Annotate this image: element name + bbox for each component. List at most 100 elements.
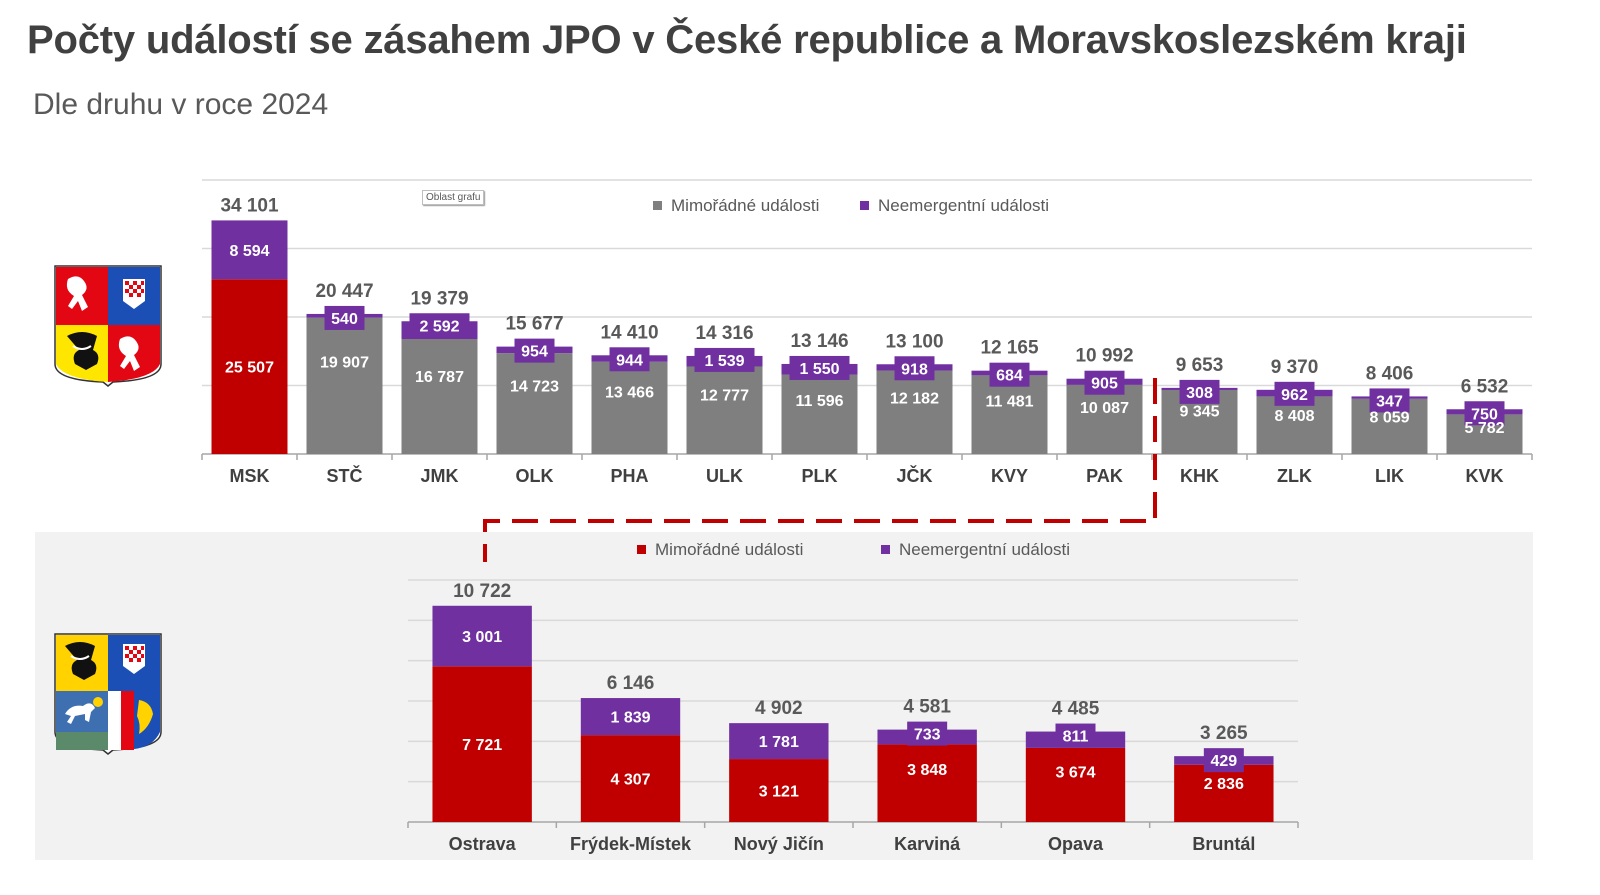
category-label: STČ: [327, 465, 363, 486]
category-label: OLK: [516, 466, 554, 486]
bar-segment-emergency: [580, 735, 681, 822]
bar-segment-emergency: [729, 759, 829, 822]
non-emergency-value-label: 962: [1281, 387, 1308, 404]
legend-swatch: [637, 545, 646, 554]
legend-label: Mimořádné události: [655, 540, 803, 559]
non-emergency-label-box: [1369, 388, 1410, 413]
non-emergency-value-label: 308: [1186, 385, 1213, 402]
emergency-value-label: 8 408: [1274, 408, 1314, 425]
emergency-value-label: 3 121: [759, 784, 799, 801]
non-emergency-label-box: [1055, 723, 1096, 748]
legend-label: Neemergentní události: [899, 540, 1070, 559]
total-value-label: 13 100: [885, 331, 943, 352]
category-label: Ostrava: [449, 834, 517, 854]
non-emergency-label-box: [1464, 401, 1505, 426]
page-subtitle: Dle druhu v roce 2024: [33, 88, 329, 121]
bar-segment-emergency: [211, 279, 288, 454]
bar-segment-emergency: [781, 374, 858, 454]
emergency-value-label: 7 721: [462, 737, 502, 754]
non-emergency-label-box: [514, 338, 555, 363]
bar-segment-emergency: [591, 361, 668, 454]
non-emergency-label-box: [1203, 748, 1244, 773]
page-title: Počty událostí se zásahem JPO v České re…: [27, 18, 1467, 62]
legend-label: Mimořádné události: [671, 196, 819, 215]
category-label: ZLK: [1277, 466, 1312, 486]
emergency-value-label: 25 507: [225, 360, 274, 377]
non-emergency-value-label: 429: [1210, 753, 1237, 770]
bar-segment-emergency: [686, 366, 763, 454]
msk-districts-stacked-bar-chart: Mimořádné události Neemergentní události 3…: [407, 540, 1299, 854]
moravian-silesian-region-coat-of-arms-icon: [54, 633, 162, 755]
non-emergency-value-label: 3 001: [462, 629, 502, 646]
non-emergency-label-box: [789, 355, 850, 380]
category-label: KVK: [1465, 466, 1503, 486]
total-value-label: 3 265: [1200, 723, 1248, 744]
category-label: JČK: [896, 465, 932, 486]
emergency-value-label: 11 481: [985, 394, 1033, 411]
non-emergency-value-label: 1 781: [759, 734, 799, 751]
category-label: KHK: [1180, 466, 1219, 486]
category-label: Opava: [1048, 834, 1104, 854]
emergency-value-label: 2 836: [1204, 776, 1244, 793]
bar-segment-emergency: [1256, 396, 1333, 454]
non-emergency-label-box: [894, 356, 935, 381]
category-label: PAK: [1086, 466, 1123, 486]
bar-segment-emergency: [877, 744, 977, 822]
total-value-label: 19 379: [410, 288, 468, 309]
total-value-label: 14 316: [695, 323, 753, 344]
emergency-value-label: 14 723: [510, 378, 559, 395]
category-label: Karviná: [894, 834, 961, 854]
bar-segment-non-emergency: [432, 605, 532, 667]
regions-stacked-bar-chart: Mimořádné události Neemergentní události 8…: [201, 179, 1533, 486]
non-emergency-label-box: [907, 721, 948, 746]
category-label: JMK: [420, 466, 458, 486]
bar-segment-non-emergency: [729, 723, 829, 760]
legend-swatch: [653, 201, 662, 210]
bar-segment-non-emergency: [211, 220, 288, 280]
emergency-value-label: 3 674: [1055, 765, 1095, 782]
bar-segment-emergency: [496, 353, 573, 454]
total-value-label: 9 370: [1271, 357, 1319, 378]
non-emergency-value-label: 347: [1376, 393, 1403, 410]
non-emergency-label-box: [1274, 381, 1315, 406]
emergency-value-label: 4 307: [610, 772, 650, 789]
emergency-value-label: 9 345: [1179, 403, 1219, 420]
total-value-label: 34 101: [220, 195, 279, 216]
non-emergency-value-label: 811: [1063, 729, 1089, 746]
total-value-label: 6 146: [607, 673, 655, 694]
category-label: KVY: [991, 466, 1028, 486]
bar-segment-emergency: [432, 666, 532, 822]
bar-segment-emergency: [1066, 384, 1143, 454]
category-label: LIK: [1375, 466, 1404, 486]
emergency-value-label: 10 087: [1080, 400, 1129, 417]
bar-segment-emergency: [1025, 747, 1126, 822]
legend-swatch: [860, 201, 869, 210]
emergency-value-label: 11 596: [795, 393, 843, 410]
emergency-value-label: 5 782: [1464, 420, 1504, 437]
non-emergency-value-label: 733: [914, 727, 941, 744]
bar-segment-emergency: [876, 370, 953, 454]
bar-segment-non-emergency: [580, 698, 681, 736]
legend-swatch: [881, 545, 890, 554]
non-emergency-label-box: [409, 313, 470, 338]
non-emergency-value-label: 684: [996, 368, 1023, 385]
bar-segment-emergency: [401, 339, 478, 454]
category-label: PHA: [610, 466, 648, 486]
chart-area-tooltip: Oblast grafu: [422, 190, 485, 205]
total-value-label: 12 165: [980, 338, 1039, 359]
non-emergency-value-label: 2 592: [419, 318, 459, 335]
total-value-label: 20 447: [315, 281, 373, 302]
non-emergency-value-label: 905: [1091, 376, 1118, 393]
total-value-label: 9 653: [1176, 355, 1224, 376]
total-value-label: 8 406: [1366, 363, 1414, 384]
emergency-value-label: 12 182: [890, 390, 939, 407]
emergency-value-label: 8 059: [1369, 409, 1409, 426]
legend-label: Neemergentní události: [878, 196, 1049, 215]
emergency-value-label: 12 777: [700, 387, 749, 404]
category-label: PLK: [802, 466, 838, 486]
category-label: Frýdek-Místek: [570, 834, 692, 854]
non-emergency-value-label: 1 839: [610, 710, 650, 727]
non-emergency-value-label: 1 539: [704, 353, 744, 370]
non-emergency-value-label: 954: [521, 344, 548, 361]
non-emergency-label-box: [1179, 379, 1220, 404]
